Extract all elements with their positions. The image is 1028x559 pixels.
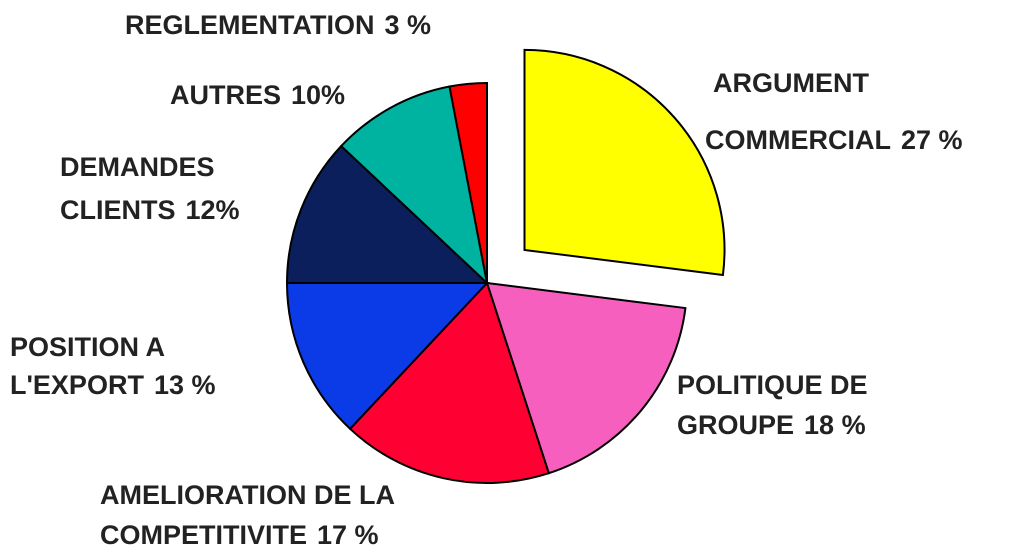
value-label: 18 % <box>804 410 866 440</box>
slice-label: DEMANDES CLIENTS 12% <box>60 152 240 225</box>
pie-slice <box>285 144 490 284</box>
value-label: 27 % <box>901 125 963 155</box>
value-label: 17 % <box>317 520 379 550</box>
label-line: REGLEMENTATION <box>125 10 375 40</box>
label-line: AUTRES <box>170 80 281 110</box>
label-line: DEMANDES <box>60 152 215 182</box>
slice-label: POLITIQUE DE GROUPE 18 % <box>677 370 868 440</box>
label-line: L'EXPORT <box>10 370 144 400</box>
pie-slice <box>485 281 687 475</box>
label-line: GROUPE <box>677 410 794 440</box>
value-label: 13 % <box>154 370 216 400</box>
slice-label: ARGUMENT COMMERCIAL 27 % <box>705 68 963 155</box>
value-label: 12% <box>186 195 240 225</box>
pie-slice <box>348 281 551 484</box>
slice-label: AUTRES 10% <box>170 80 345 110</box>
label-line: POSITION A <box>10 332 165 362</box>
slice-label: POSITION A L'EXPORT 13 % <box>10 332 215 400</box>
label-line: ARGUMENT <box>713 68 869 98</box>
pie-slice <box>523 48 726 277</box>
pie-slice <box>339 85 489 286</box>
pie-slice <box>285 282 490 431</box>
pie-slice <box>448 81 488 284</box>
slice-label: REGLEMENTATION 3 % <box>125 10 431 40</box>
label-line: COMMERCIAL <box>705 125 891 155</box>
label-line: POLITIQUE DE <box>677 370 868 400</box>
label-line: COMPETITIVITE <box>100 520 307 550</box>
label-line: CLIENTS <box>60 195 176 225</box>
value-label: 10% <box>291 80 345 110</box>
slice-label: AMELIORATION DE LA COMPETITIVITE 17 % <box>100 480 395 550</box>
label-line: AMELIORATION DE LA <box>100 480 395 510</box>
value-label: 3 % <box>385 10 432 40</box>
